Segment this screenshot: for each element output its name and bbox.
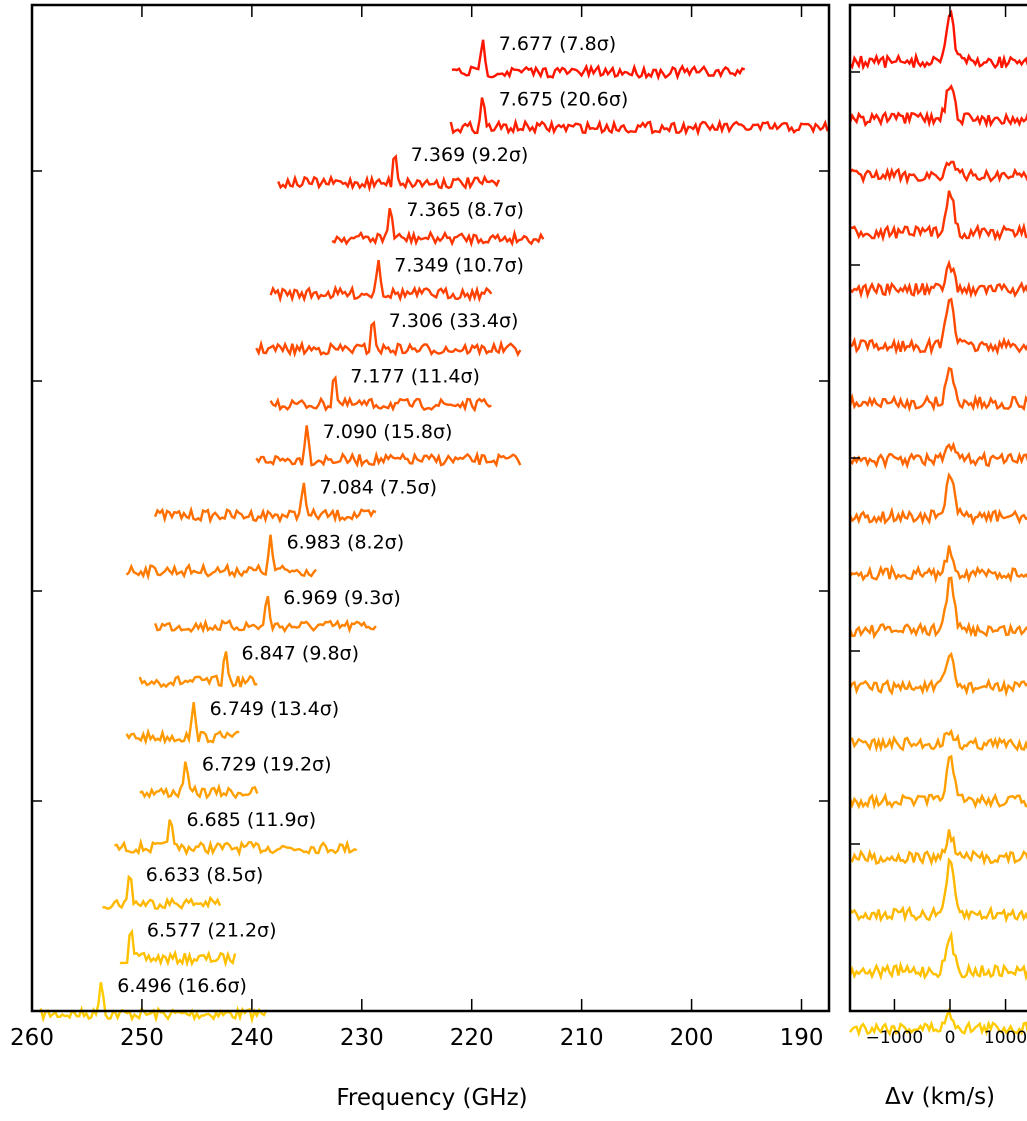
velocity-spectrum-line [848, 471, 1027, 527]
x-tick-label: 190 [780, 1025, 824, 1051]
spectrum-line [255, 320, 522, 358]
right-panel-spectra [848, 9, 1027, 1038]
velocity-spectrum-line [848, 930, 1027, 982]
velocity-spectrum-line [849, 9, 1027, 71]
spectrum-line [153, 482, 377, 525]
x-tick-label: 200 [670, 1025, 714, 1051]
spectrum-line [139, 761, 259, 800]
spectrum-line [269, 259, 493, 304]
velocity-spectrum-line [848, 754, 1027, 811]
x-tick-label: 1000 [984, 1028, 1027, 1048]
spectrum-line [153, 595, 377, 634]
redshift-annotation: 7.306 (33.4σ) [389, 310, 519, 332]
left-panel-spectra [39, 39, 829, 1025]
spectrum-line [255, 425, 522, 468]
left-panel-ticks: 260 250 240 230 220 210 200 190 [10, 5, 829, 1051]
spectrum-line [138, 651, 258, 689]
redshift-annotation: 6.749 (13.4σ) [210, 698, 340, 720]
redshift-annotation: 6.969 (9.3σ) [283, 587, 401, 609]
velocity-spectrum-line [849, 297, 1027, 357]
velocity-spectrum-line [849, 545, 1027, 584]
redshift-annotation: 7.365 (8.7σ) [406, 199, 524, 221]
velocity-spectrum-line [849, 259, 1027, 300]
spectrum-line [449, 97, 829, 137]
redshift-annotation: 7.090 (15.8σ) [323, 421, 453, 443]
redshift-annotation: 6.496 (16.6σ) [117, 975, 247, 997]
redshift-annotation: 6.577 (21.2σ) [147, 920, 277, 942]
velocity-spectrum-line [849, 160, 1027, 186]
spectrum-line [125, 534, 317, 581]
spectrum-line [125, 702, 240, 746]
velocity-spectrum-line [848, 83, 1027, 129]
right-panel-ticks: −1000 0 1000 [850, 5, 1027, 1048]
redshift-annotation: 7.675 (20.6σ) [499, 88, 629, 110]
velocity-spectrum-line [849, 829, 1027, 867]
redshift-annotation: 6.983 (8.2σ) [287, 532, 405, 554]
spectrum-line [331, 208, 545, 248]
right-x-axis-label: Δv (km/s) [885, 1084, 995, 1110]
x-tick-label: 230 [340, 1025, 384, 1051]
left-panel-annotations: 6.496 (16.6σ) 6.577 (21.2σ) 6.633 (8.5σ) 6.… [117, 33, 628, 997]
x-tick-label: 0 [945, 1028, 956, 1048]
velocity-spectrum-line [849, 190, 1027, 243]
velocity-spectrum-line [848, 366, 1027, 413]
x-tick-label: 250 [120, 1025, 164, 1051]
x-tick-label: −1000 [866, 1028, 924, 1048]
left-plot-frame [30, 3, 831, 1013]
spectrum-line [119, 928, 237, 968]
velocity-spectrum-line [849, 857, 1027, 924]
spectrum-line [114, 819, 358, 858]
x-tick-label: 240 [230, 1025, 274, 1051]
spectrum-line [102, 874, 222, 910]
velocity-spectrum-line [849, 441, 1027, 470]
redshift-annotation: 7.084 (7.5σ) [320, 476, 438, 498]
spectrum-line [451, 39, 746, 81]
redshift-annotation: 7.677 (7.8σ) [499, 33, 617, 55]
redshift-annotation: 6.633 (8.5σ) [146, 864, 264, 886]
left-x-axis-label: Frequency (GHz) [336, 1085, 527, 1111]
x-tick-label: 260 [10, 1025, 54, 1051]
velocity-spectrum-line [848, 576, 1027, 640]
redshift-annotation: 6.847 (9.8σ) [242, 643, 360, 665]
spectrum-line [277, 153, 501, 193]
redshift-annotation: 7.369 (9.2σ) [411, 144, 529, 166]
x-tick-label: 210 [560, 1025, 604, 1051]
redshift-annotation: 7.349 (10.7σ) [394, 255, 524, 277]
redshift-annotation: 6.685 (11.9σ) [187, 809, 317, 831]
redshift-annotation: 7.177 (11.4σ) [350, 366, 480, 388]
velocity-spectrum-line [849, 728, 1027, 753]
velocity-spectrum-line [848, 651, 1027, 698]
x-tick-label: 220 [450, 1025, 494, 1051]
redshift-annotation: 6.729 (19.2σ) [202, 753, 332, 775]
spectrum-line [269, 375, 492, 413]
